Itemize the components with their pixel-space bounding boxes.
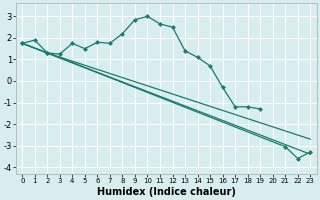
X-axis label: Humidex (Indice chaleur): Humidex (Indice chaleur) [97, 187, 236, 197]
